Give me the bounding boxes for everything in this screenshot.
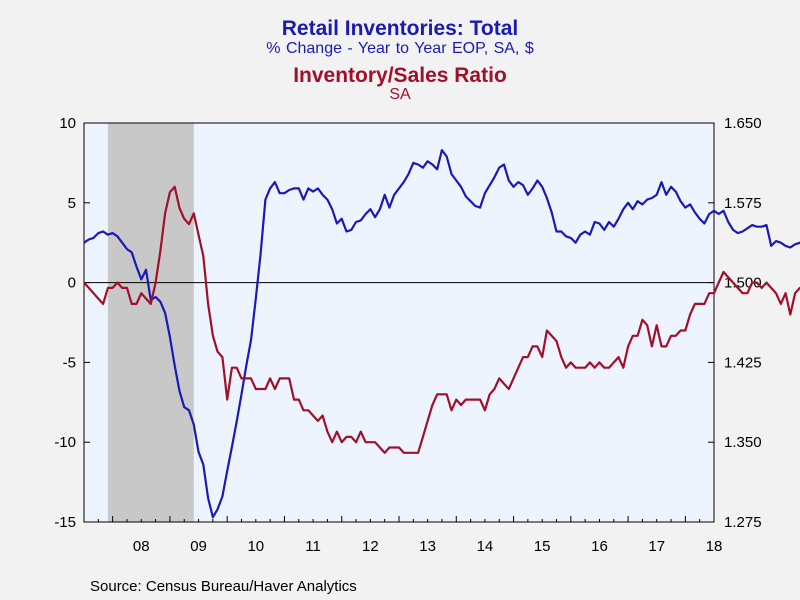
right-tick-label: 1.275	[724, 514, 762, 531]
x-tick-label: 18	[706, 538, 723, 555]
left-tick-label: 5	[68, 195, 76, 212]
source-note: Source: Census Bureau/Haver Analytics	[90, 578, 357, 595]
right-tick-label: 1.650	[724, 115, 762, 132]
right-tick-label: 1.575	[724, 195, 762, 212]
x-tick-label: 13	[419, 538, 436, 555]
left-tick-label: -5	[63, 354, 76, 371]
recession-shade	[107, 123, 194, 522]
x-tick-label: 11	[305, 538, 321, 555]
chart-title: Retail Inventories: Total	[281, 17, 519, 40]
x-tick-label: 08	[133, 538, 150, 555]
left-tick-label: -10	[54, 434, 76, 451]
chart-title-series2: Inventory/Sales Ratio	[293, 64, 507, 87]
right-tick-label: 1.425	[724, 354, 762, 371]
right-tick-label: 1.500	[724, 275, 762, 292]
left-tick-label: -15	[54, 514, 76, 531]
x-tick-label: 12	[362, 538, 379, 555]
x-tick-label: 15	[534, 538, 551, 555]
x-tick-label: 09	[190, 538, 207, 555]
chart-subtitle-series2: SA	[389, 86, 411, 103]
left-tick-label: 10	[59, 115, 76, 132]
series-line-retail-inventories	[83, 149, 800, 519]
right-tick-label: 1.350	[724, 434, 762, 451]
left-tick-label: 0	[68, 275, 76, 292]
x-tick-label: 16	[591, 538, 608, 555]
series-line-inventory-sales-ratio	[83, 185, 800, 454]
x-tick-label: 10	[247, 538, 264, 555]
chart-subtitle-series1: % Change - Year to Year EOP, SA, $	[266, 40, 534, 57]
x-tick-label: 17	[648, 538, 665, 555]
x-tick-label: 14	[477, 538, 494, 555]
